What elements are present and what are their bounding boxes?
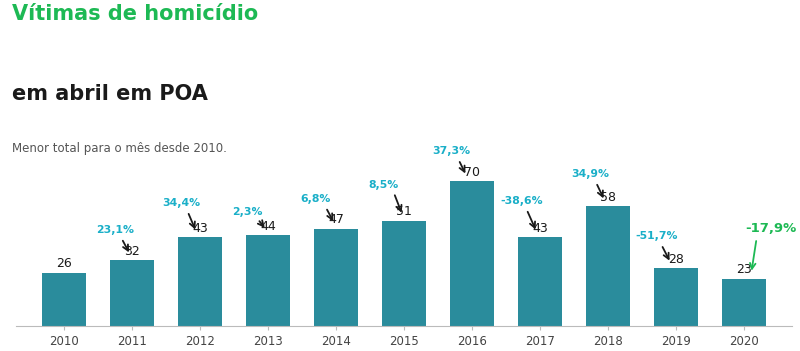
Text: 28: 28 — [668, 253, 684, 266]
Text: 70: 70 — [464, 166, 480, 179]
Bar — [586, 206, 630, 326]
Bar — [314, 229, 358, 326]
Text: 44: 44 — [260, 220, 276, 233]
Bar — [518, 237, 562, 326]
Text: 23,1%: 23,1% — [96, 225, 134, 235]
Bar — [42, 272, 86, 326]
Text: 51: 51 — [396, 205, 412, 218]
Text: 34,4%: 34,4% — [162, 198, 201, 208]
Text: Menor total para o mês desde 2010.: Menor total para o mês desde 2010. — [12, 142, 227, 155]
Text: 32: 32 — [124, 245, 139, 258]
Text: Vítimas de homicídio: Vítimas de homicídio — [12, 4, 258, 24]
Text: -38,6%: -38,6% — [501, 196, 543, 206]
Bar — [450, 181, 494, 326]
Bar — [246, 235, 290, 326]
Text: 37,3%: 37,3% — [433, 146, 470, 156]
Text: 26: 26 — [56, 257, 71, 270]
Text: 43: 43 — [192, 222, 208, 235]
Text: 47: 47 — [328, 213, 344, 226]
Bar — [178, 237, 222, 326]
Bar — [722, 279, 766, 326]
Bar — [110, 260, 154, 326]
Text: -17,9%: -17,9% — [746, 222, 797, 235]
Text: 8,5%: 8,5% — [369, 180, 399, 190]
Text: 43: 43 — [532, 222, 548, 235]
Text: 2,3%: 2,3% — [233, 206, 263, 217]
Bar — [654, 269, 698, 326]
Text: 23: 23 — [737, 263, 752, 276]
Text: 58: 58 — [600, 191, 616, 204]
Text: -51,7%: -51,7% — [635, 231, 678, 241]
Text: 6,8%: 6,8% — [301, 194, 331, 204]
Bar — [382, 221, 426, 326]
Text: em abril em POA: em abril em POA — [12, 84, 208, 104]
Text: 34,9%: 34,9% — [570, 169, 609, 179]
